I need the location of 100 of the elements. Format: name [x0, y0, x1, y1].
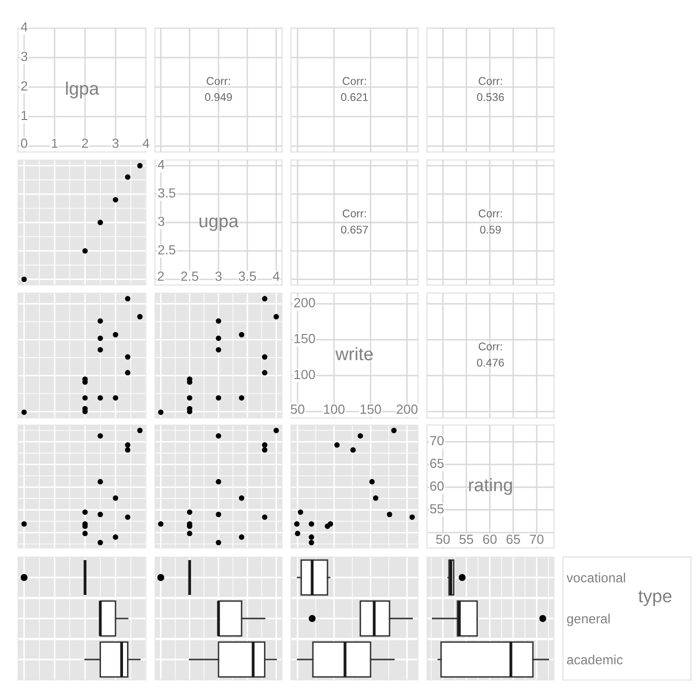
- point: [21, 276, 27, 282]
- point: [125, 442, 130, 448]
- text: write: [335, 347, 373, 360]
- x-tick-label: 55: [460, 534, 474, 544]
- point: [98, 479, 103, 484]
- point: [274, 428, 279, 434]
- point: [262, 442, 268, 448]
- x-tick-label: 60: [483, 534, 497, 544]
- point: [98, 433, 103, 439]
- annotation: 0.536: [477, 93, 504, 102]
- point: [82, 509, 88, 515]
- y-tick-label: 100: [294, 370, 316, 380]
- point: [262, 447, 268, 453]
- point: [238, 395, 244, 401]
- annotation: Corr:: [342, 77, 366, 85]
- point: [350, 447, 356, 453]
- annotation: 0.621: [341, 93, 368, 102]
- point: [238, 332, 244, 338]
- point: [112, 395, 118, 401]
- point: [112, 332, 118, 338]
- x-tick-label: 2: [82, 138, 88, 148]
- y-tick-label: general: [567, 614, 610, 626]
- point: [308, 540, 314, 546]
- point: [186, 509, 192, 515]
- point: [112, 534, 118, 540]
- y-tick-label: 200: [294, 298, 316, 308]
- y-tick-label: 2.5: [158, 245, 176, 254]
- point: [98, 318, 103, 324]
- point: [298, 509, 304, 515]
- y-tick-label: 3: [21, 52, 28, 62]
- point: [294, 521, 300, 527]
- y-tick-label: 60: [430, 481, 444, 491]
- point: [137, 162, 143, 168]
- point: [294, 530, 300, 536]
- point: [112, 197, 118, 202]
- annotation: Corr:: [342, 209, 366, 218]
- point: [98, 540, 103, 546]
- y-tick-label: 2: [21, 81, 28, 90]
- point: [328, 521, 334, 527]
- x-tick-label: 1: [52, 138, 58, 148]
- point: [216, 540, 222, 546]
- point: [262, 296, 268, 302]
- point: [186, 530, 192, 536]
- y-tick-label: 4: [20, 22, 28, 32]
- x-tick-label: 50: [436, 534, 450, 544]
- point: [216, 479, 222, 484]
- x-tick-label: 0: [20, 138, 28, 148]
- x-tick-label: 150: [360, 404, 382, 414]
- point: [112, 495, 118, 501]
- x-tick-label: 3: [215, 272, 222, 281]
- x-tick-label: 4: [142, 138, 150, 148]
- point: [125, 296, 130, 302]
- y-tick-label: vocational: [566, 572, 626, 582]
- annotation: 0.59: [480, 226, 501, 234]
- point: [238, 495, 244, 501]
- point: [158, 521, 164, 527]
- x-tick-label: 3: [112, 138, 119, 148]
- point: [21, 521, 27, 527]
- point: [216, 433, 222, 439]
- point: [262, 354, 268, 360]
- point: [216, 347, 222, 352]
- point: [369, 479, 375, 484]
- x-tick-label: 3.5: [238, 272, 256, 281]
- point: [82, 248, 88, 254]
- point: [98, 220, 103, 226]
- x-tick-label: 2.5: [181, 272, 198, 281]
- point: [358, 433, 364, 439]
- point: [82, 395, 88, 401]
- annotation: Corr:: [206, 77, 230, 85]
- y-tick-label: 70: [430, 436, 444, 446]
- annotation: 0.949: [205, 93, 232, 102]
- annotation: Corr:: [478, 342, 502, 350]
- point: [125, 354, 130, 360]
- point: [308, 521, 314, 527]
- point: [21, 410, 27, 415]
- point: [125, 514, 130, 520]
- annotation: Corr:: [478, 77, 502, 85]
- x-tick-label: 50: [290, 404, 304, 414]
- x-tick-label: 70: [530, 534, 544, 544]
- y-tick-label: 3: [158, 216, 164, 226]
- y-tick-label: 4: [158, 160, 164, 170]
- point: [82, 530, 88, 536]
- point: [186, 395, 192, 401]
- annotation: 0.476: [477, 358, 504, 367]
- point: [334, 442, 340, 448]
- point: [216, 318, 222, 324]
- point: [137, 428, 143, 434]
- y-tick-label: 65: [430, 458, 444, 468]
- text: lgpa: [66, 82, 100, 98]
- text: type: [638, 590, 672, 606]
- point: [391, 428, 397, 434]
- point: [98, 336, 103, 341]
- y-tick-label: 150: [294, 334, 316, 344]
- annotation: Corr:: [478, 209, 502, 218]
- point: [262, 370, 268, 376]
- point: [409, 514, 415, 520]
- point: [158, 410, 164, 415]
- point: [216, 336, 222, 341]
- x-tick-label: 200: [396, 404, 418, 414]
- x-tick-label: 4: [272, 272, 280, 281]
